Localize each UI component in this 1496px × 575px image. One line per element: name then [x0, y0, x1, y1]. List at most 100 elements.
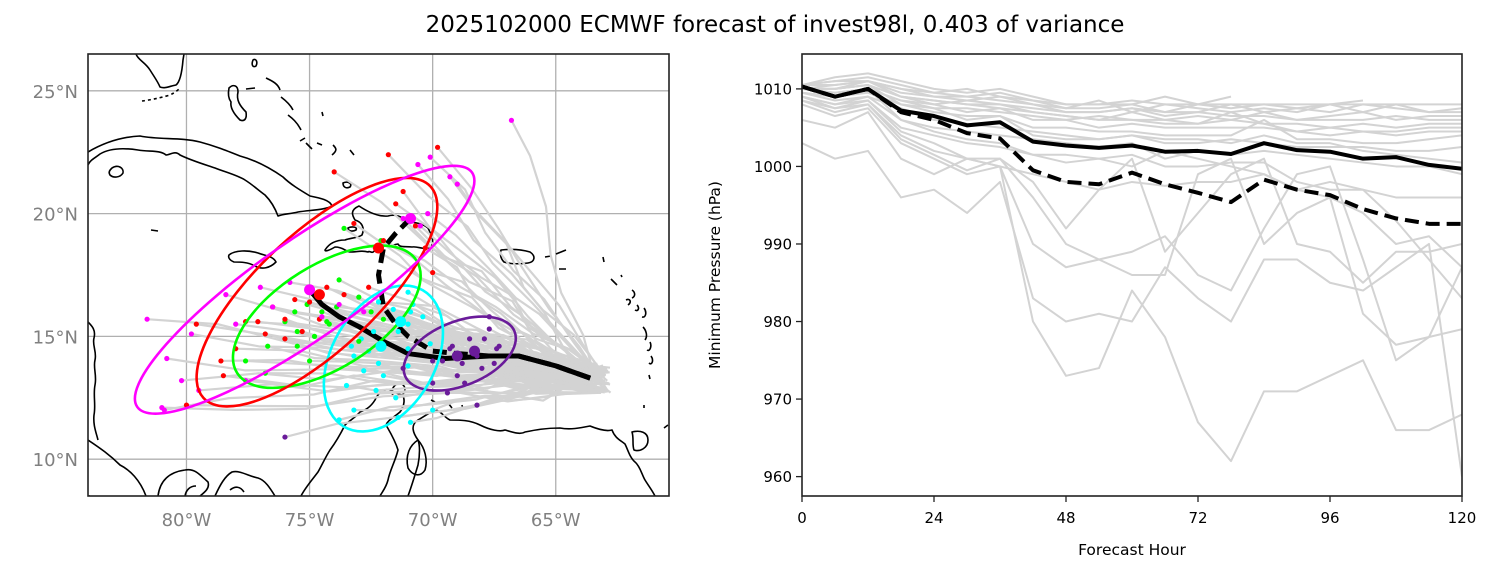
member-pressure-line: [802, 87, 1462, 299]
x-tick-label: 120: [1448, 509, 1477, 527]
figure-title: 2025102000 ECMWF forecast of invest98l, …: [425, 12, 1125, 38]
member-track: [402, 217, 612, 394]
member-point-t96: [385, 152, 391, 158]
member-point-t96: [331, 169, 337, 175]
member-point-t96: [262, 331, 268, 337]
mean-point-t24: [469, 345, 481, 357]
member-point-t120: [400, 215, 406, 222]
cluster-mean-pressure-line: [802, 84, 1462, 226]
coast-puerto-rico: [499, 248, 535, 265]
member-point-t72: [368, 309, 374, 315]
member-point-t96: [400, 188, 406, 195]
member-point-t72: [294, 328, 300, 335]
y-axis-label: Minimum Pressure (hPa): [706, 181, 724, 369]
coast-lake-maracaibo: [406, 439, 427, 476]
member-point-t96: [220, 373, 227, 379]
member-pressure-line: [802, 84, 1364, 114]
member-pressure-line: [802, 87, 1462, 133]
member-track: [166, 357, 601, 392]
member-point-t96: [324, 284, 330, 290]
member-point-t48: [373, 387, 379, 394]
member-track: [161, 389, 583, 412]
member-point-t96: [282, 336, 288, 342]
coast-bahamas-4: [265, 77, 355, 156]
mean-point-t120: [304, 284, 316, 296]
member-point-t120: [427, 154, 433, 160]
coast-gonave: [347, 226, 358, 232]
coast-isle-of-youth: [108, 165, 124, 178]
member-point-t72: [242, 358, 249, 364]
member-point-t48: [343, 382, 350, 389]
member-point-t120: [188, 331, 194, 337]
member-point-t24: [494, 346, 500, 352]
coast-florida-keys: [141, 87, 181, 102]
member-point-t120: [164, 355, 170, 362]
member-point-t72: [356, 338, 362, 344]
y-tick-label: 990: [763, 235, 792, 253]
coast-panama: [184, 485, 245, 496]
member-point-t96: [341, 292, 347, 298]
pressure-y-ticks: 960 970 980 990 1000 1010: [754, 80, 802, 486]
member-point-t120: [417, 223, 423, 229]
member-pressure-line: [802, 76, 1462, 114]
coast-bahamas: [227, 84, 248, 122]
member-point-t72: [311, 333, 318, 339]
member-point-t48: [361, 368, 367, 374]
coast-cuba: [88, 135, 333, 217]
member-point-t96: [430, 269, 436, 276]
coast-bahamas-2: [251, 58, 258, 68]
member-point-t48: [427, 341, 433, 347]
mean-point-t96: [373, 242, 384, 254]
member-pressure-line: [802, 111, 1462, 463]
member-point-t48: [351, 407, 357, 413]
t120-ellipse: [133, 164, 476, 415]
x-tick-label: 0: [797, 509, 807, 527]
member-point-t48: [405, 289, 411, 295]
member-points: [144, 117, 515, 440]
member-point-t120: [508, 117, 515, 123]
coast-turks: [342, 181, 352, 189]
member-point-t72: [292, 309, 298, 315]
member-point-t24: [481, 336, 487, 342]
member-point-t24: [447, 346, 453, 352]
pressure-mean-lines: [802, 84, 1462, 226]
member-track: [164, 363, 595, 412]
member-point-t120: [319, 314, 325, 320]
t24-ellipse: [402, 315, 518, 392]
coast-bahamas-3: [245, 87, 256, 90]
member-point-t96: [282, 316, 288, 322]
x-tick-label: 72: [1188, 509, 1207, 527]
member-point-t24: [439, 358, 446, 364]
member-track: [294, 298, 588, 367]
member-track: [427, 212, 604, 372]
member-point-t96: [255, 319, 261, 325]
member-track: [510, 119, 596, 377]
map-y-tick-label: 25°N: [33, 82, 78, 103]
member-pressure-line: [802, 84, 1462, 164]
member-point-t120: [144, 316, 150, 322]
mean-points: [304, 213, 481, 362]
member-point-t24: [282, 434, 288, 440]
member-point-t96: [218, 358, 224, 364]
map-x-tick-labels: 80°W 75°W 70°W 65°W: [162, 510, 581, 531]
member-point-t24: [479, 365, 485, 371]
member-point-t72: [319, 309, 325, 315]
member-point-t120: [257, 284, 263, 290]
y-tick-label: 960: [763, 468, 792, 486]
member-pressure-line: [802, 95, 1462, 199]
map-x-tick-label: 80°W: [162, 510, 212, 531]
mean-point-t48: [375, 340, 387, 352]
member-point-t24: [444, 390, 451, 396]
member-point-t72: [265, 343, 271, 349]
map-y-tick-label: 15°N: [33, 327, 78, 348]
x-axis-label: Forecast Hour: [1078, 541, 1186, 559]
member-point-t120: [178, 377, 185, 384]
member-point-t24: [459, 360, 465, 366]
member-point-t120: [161, 407, 167, 413]
member-point-t48: [380, 373, 387, 379]
member-point-t48: [390, 306, 396, 312]
member-point-t72: [294, 343, 300, 349]
member-point-t24: [491, 360, 497, 366]
member-point-t48: [370, 328, 377, 335]
